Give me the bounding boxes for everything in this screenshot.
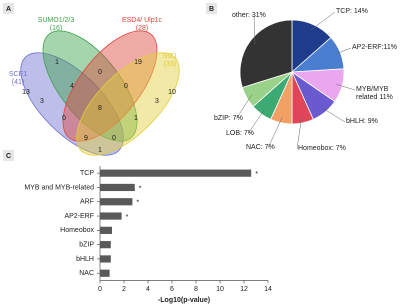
leader-line xyxy=(321,107,346,123)
leader-line xyxy=(267,116,283,149)
venn-count: 1 xyxy=(98,147,102,154)
significance-mark: * xyxy=(139,185,142,192)
venn-count: 0 xyxy=(98,69,102,76)
venn-count: 3 xyxy=(155,98,159,105)
venn-count: 3 xyxy=(40,98,44,105)
venn-count: 10 xyxy=(168,89,176,96)
y-tick-label: MYB and MYB-related xyxy=(24,184,94,191)
significance-mark: * xyxy=(255,171,258,178)
bar xyxy=(100,255,111,263)
y-tick-label: Homeobox xyxy=(60,227,94,234)
bar xyxy=(100,183,135,192)
x-tick-label: 2 xyxy=(122,286,126,293)
venn-count: 8 xyxy=(98,105,102,112)
y-tick-label: bHLH xyxy=(76,256,94,263)
set-name: SIZ1 xyxy=(163,53,178,60)
set-name: SCE1 xyxy=(9,71,27,78)
leader-line xyxy=(235,94,253,120)
leader-line xyxy=(247,108,265,135)
y-tick-label: AP2-ERF xyxy=(64,213,94,220)
pie-label: other: 31% xyxy=(232,12,266,19)
pie-label: TCP: 14% xyxy=(336,8,368,15)
venn-count: 13 xyxy=(22,89,30,96)
bar xyxy=(100,198,133,206)
panel-letter-box xyxy=(3,3,14,14)
x-tick-label: 6 xyxy=(170,286,174,293)
venn-count: 4 xyxy=(70,83,74,90)
set-size: (16) xyxy=(50,25,62,32)
bar xyxy=(100,269,110,277)
x-tick-label: 8 xyxy=(194,286,198,293)
x-tick-label: 14 xyxy=(264,286,272,293)
bar xyxy=(100,169,252,177)
leader-line xyxy=(336,84,356,91)
pie-slice xyxy=(239,19,293,88)
y-tick-label: TCP xyxy=(80,170,94,177)
bar xyxy=(100,226,112,234)
set-name: SUMO1/2/3 xyxy=(38,17,75,24)
y-tick-label: bZIP xyxy=(79,241,94,248)
leader-line xyxy=(253,15,256,45)
venn-count: 0 xyxy=(124,83,128,90)
venn-count: 0 xyxy=(62,115,66,122)
panel-letter-box xyxy=(206,3,217,14)
significance-mark: * xyxy=(126,214,129,221)
set-size: (28) xyxy=(136,25,148,32)
venn-set xyxy=(62,30,158,142)
panel-letter: C xyxy=(6,153,11,160)
y-tick-label: ARF xyxy=(80,199,94,206)
venn-set xyxy=(76,52,180,156)
panel-letter: A xyxy=(6,6,11,13)
pie-label: AP2-ERF:11% xyxy=(352,44,397,51)
venn-set xyxy=(20,52,124,156)
set-name: ESD4/ Ulp1c xyxy=(122,17,163,24)
x-axis-label: -Log10(p-value) xyxy=(158,297,210,304)
set-size: (33) xyxy=(164,61,176,68)
venn-count: 9 xyxy=(84,135,88,142)
x-tick-label: 10 xyxy=(216,286,224,293)
venn-count: 1 xyxy=(55,59,59,66)
bar xyxy=(100,212,122,220)
venn-count: 0 xyxy=(112,135,116,142)
leader-line xyxy=(310,11,336,31)
leader-line xyxy=(334,47,352,55)
venn-count: 1 xyxy=(134,115,138,122)
pie-label: Homeobox: 7% xyxy=(298,145,346,152)
panel-letter: B xyxy=(209,6,214,13)
x-tick-label: 0 xyxy=(98,286,102,293)
pie-label: MYB/MYB related 11% xyxy=(356,86,393,101)
significance-mark: * xyxy=(136,200,139,207)
pie-label: LOB: 7% xyxy=(226,130,255,137)
pie-label: bZIP: 7% xyxy=(214,115,243,122)
x-tick-label: 4 xyxy=(146,286,150,293)
x-tick-label: 12 xyxy=(240,286,248,293)
venn-count: 19 xyxy=(134,59,142,66)
pie-label: bHLH: 9% xyxy=(346,118,378,125)
set-size: (41) xyxy=(12,79,24,86)
panel-letter-box xyxy=(3,150,14,161)
y-tick-label: NAC xyxy=(79,270,94,277)
pie-label: NAC: 7% xyxy=(246,144,275,151)
bar xyxy=(100,241,111,249)
leader-line xyxy=(296,116,302,150)
